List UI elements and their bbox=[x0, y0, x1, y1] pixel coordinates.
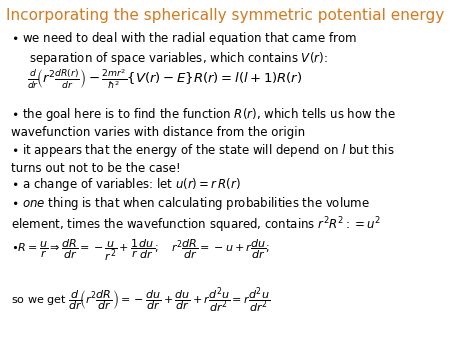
Text: so we get $\dfrac{d}{dr}\!\left(r^2\dfrac{dR}{dr}\right) = -\dfrac{du}{dr} + \df: so we get $\dfrac{d}{dr}\!\left(r^2\dfra… bbox=[11, 286, 270, 315]
Text: turns out not to be the case!: turns out not to be the case! bbox=[11, 162, 181, 174]
Text: $\bullet$ it appears that the energy of the state will depend on $l$ but this: $\bullet$ it appears that the energy of … bbox=[11, 142, 395, 159]
Text: $\bullet$ $\it{one}$ thing is that when calculating probabilities the volume: $\bullet$ $\it{one}$ thing is that when … bbox=[11, 195, 370, 212]
Text: element, times the wavefunction squared, contains $r^2R^2 := u^2$: element, times the wavefunction squared,… bbox=[11, 215, 381, 235]
Text: $\bullet$ a change of variables: let $u(r) = r\,R(r)$: $\bullet$ a change of variables: let $u(… bbox=[11, 176, 241, 193]
Text: $\bullet$ the goal here is to find the function $R(r)$, which tells us how the: $\bullet$ the goal here is to find the f… bbox=[11, 106, 396, 123]
Text: $\bullet R = \dfrac{u}{r} \Rightarrow \dfrac{dR}{dr} = -\dfrac{u}{r^2} + \dfrac{: $\bullet R = \dfrac{u}{r} \Rightarrow \d… bbox=[11, 237, 270, 263]
Text: Incorporating the spherically symmetric potential energy: Incorporating the spherically symmetric … bbox=[6, 8, 444, 23]
Text: $\bullet$ we need to deal with the radial equation that came from: $\bullet$ we need to deal with the radia… bbox=[11, 30, 357, 47]
Text: $\frac{d}{dr}\!\left(r^2\frac{dR(r)}{dr}\right) - \frac{2mr^2}{\hbar^2}\left\{V(: $\frac{d}{dr}\!\left(r^2\frac{dR(r)}{dr}… bbox=[27, 68, 302, 92]
Text: wavefunction varies with distance from the origin: wavefunction varies with distance from t… bbox=[11, 126, 306, 139]
Text: separation of space variables, which contains $V(r)$:: separation of space variables, which con… bbox=[29, 50, 328, 67]
